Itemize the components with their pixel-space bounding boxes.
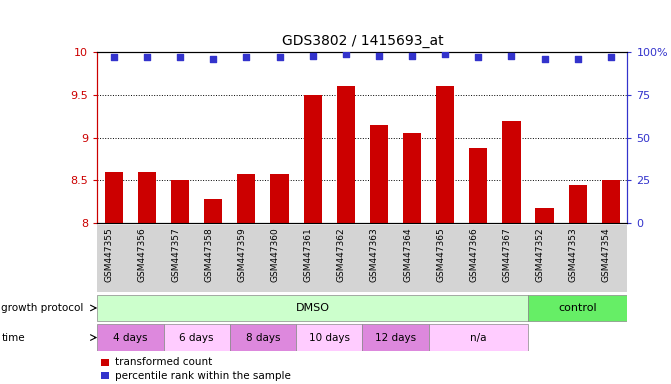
Bar [436,86,454,223]
Text: n/a: n/a [470,333,486,343]
Text: 12 days: 12 days [375,333,416,343]
Point [307,53,318,59]
Bar [602,180,620,223]
Bar [105,172,123,223]
Bar [370,125,388,223]
Point [539,56,550,62]
Bar [469,148,487,223]
Point [274,54,285,60]
Text: GSM447363: GSM447363 [370,227,379,282]
Bar [429,324,528,351]
Point [109,54,119,60]
Text: GSM447360: GSM447360 [270,227,280,282]
Text: control: control [558,303,597,313]
Text: 6 days: 6 days [179,333,214,343]
Bar [337,86,355,223]
Point [241,54,252,60]
Text: GSM447357: GSM447357 [171,227,180,282]
Bar [229,324,296,351]
Text: GSM447354: GSM447354 [602,227,611,282]
Bar [503,121,521,223]
Text: GSM447355: GSM447355 [105,227,114,282]
Text: GSM447356: GSM447356 [138,227,147,282]
Text: transformed count: transformed count [115,358,212,367]
Point [340,51,351,57]
Point [473,54,484,60]
Point [374,53,384,59]
Bar [238,174,256,223]
Text: DMSO: DMSO [296,303,329,313]
Bar [535,208,554,223]
Text: GSM447359: GSM447359 [238,227,246,282]
Title: GDS3802 / 1415693_at: GDS3802 / 1415693_at [282,35,443,48]
Bar [528,295,627,321]
Bar [303,95,322,223]
Text: time: time [1,333,25,343]
Text: GSM447365: GSM447365 [436,227,445,282]
Text: GSM447362: GSM447362 [337,227,346,282]
Text: GSM447366: GSM447366 [469,227,478,282]
Text: GSM447367: GSM447367 [503,227,511,282]
Point [572,56,583,62]
Bar [568,185,587,223]
Bar [270,174,289,223]
Bar [164,324,229,351]
Text: growth protocol: growth protocol [1,303,84,313]
Text: GSM447353: GSM447353 [569,227,578,282]
Text: 10 days: 10 days [309,333,350,343]
Point [142,54,152,60]
Text: GSM447352: GSM447352 [535,227,545,282]
Point [605,54,616,60]
Bar [138,172,156,223]
Text: 4 days: 4 days [113,333,148,343]
Bar [97,324,164,351]
Text: GSM447358: GSM447358 [204,227,213,282]
Point [440,51,450,57]
Text: GSM447364: GSM447364 [403,227,412,282]
Bar [204,199,222,223]
Bar [296,324,362,351]
Bar [171,180,189,223]
Bar [403,133,421,223]
Bar [362,324,429,351]
Text: percentile rank within the sample: percentile rank within the sample [115,371,291,381]
Point [174,54,185,60]
Point [208,56,219,62]
Bar [97,295,528,321]
Point [407,53,417,59]
Text: GSM447361: GSM447361 [304,227,313,282]
Point [506,53,517,59]
Text: 8 days: 8 days [246,333,280,343]
